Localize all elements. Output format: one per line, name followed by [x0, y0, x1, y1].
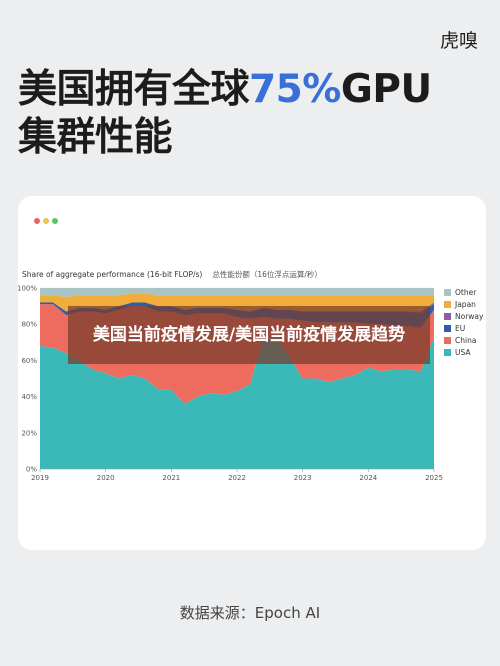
- legend-item-norway: Norway: [444, 310, 483, 322]
- x-tick-label: 2024: [359, 474, 377, 482]
- chart-title: Share of aggregate performance (16-bit F…: [22, 269, 322, 280]
- overlay-caption: 美国当前疫情发展/美国当前疫情发展趋势: [68, 306, 430, 364]
- y-tick-label: 60%: [21, 357, 37, 365]
- stacked-area-chart: 0% 20% 40% 60% 80% 100% 2019 2020 2021 2022 2023 20…: [18, 285, 443, 483]
- chart-title-cn: 总性能份额（16位浮点运算/秒）: [212, 270, 322, 279]
- y-tick-label: 20%: [21, 429, 37, 437]
- x-tick-label: 2019: [31, 474, 49, 482]
- window-dot-red: [34, 218, 40, 224]
- x-tick-label: 2021: [162, 474, 180, 482]
- chart-legend: Other Japan Norway EU China USA: [444, 286, 483, 358]
- headline-line-2: 集群性能: [18, 115, 173, 160]
- headline-highlight: 75%: [249, 67, 341, 112]
- legend-item-usa: USA: [444, 346, 483, 358]
- legend-label: China: [455, 335, 477, 345]
- chart-title-en: Share of aggregate performance (16-bit F…: [22, 270, 203, 279]
- area-other: [40, 288, 434, 298]
- headline-suffix: GPU: [340, 67, 432, 112]
- window-dots: [34, 209, 61, 228]
- legend-item-japan: Japan: [444, 298, 483, 310]
- legend-label: Japan: [455, 299, 476, 309]
- headline-line-1: 美国拥有全球75%GPU: [18, 66, 432, 114]
- legend-swatch: [444, 288, 451, 296]
- legend-swatch: [444, 312, 451, 320]
- x-tick-label: 2022: [228, 474, 246, 482]
- headline: 美国拥有全球75%GPU 集群性能: [18, 66, 432, 162]
- y-tick-label: 100%: [18, 285, 37, 293]
- chart-card: Share of aggregate performance (16-bit F…: [18, 196, 486, 550]
- y-tick-label: 40%: [21, 393, 37, 401]
- legend-label: USA: [455, 347, 471, 357]
- legend-label: Other: [455, 287, 477, 297]
- x-tick-label: 2023: [294, 474, 312, 482]
- window-dot-green: [52, 218, 58, 224]
- window-dot-yellow: [43, 218, 49, 224]
- legend-label: Norway: [455, 311, 484, 321]
- source-credit: 数据来源：Epoch AI: [179, 604, 321, 622]
- y-tick-label: 0%: [26, 466, 37, 474]
- x-tick-label: 2025: [425, 474, 443, 482]
- legend-item-other: Other: [444, 286, 483, 298]
- legend-label: EU: [455, 323, 466, 333]
- legend-item-china: China: [444, 334, 483, 346]
- legend-swatch: [444, 336, 451, 344]
- y-tick-label: 80%: [21, 321, 37, 329]
- area-usa: [40, 336, 434, 469]
- legend-swatch: [444, 324, 451, 332]
- x-tick-label: 2020: [97, 474, 115, 482]
- legend-item-eu: EU: [444, 322, 483, 334]
- legend-swatch: [444, 300, 451, 308]
- brand-logo: 虎嗅: [439, 30, 478, 52]
- legend-swatch: [444, 348, 451, 356]
- headline-prefix: 美国拥有全球: [18, 67, 250, 112]
